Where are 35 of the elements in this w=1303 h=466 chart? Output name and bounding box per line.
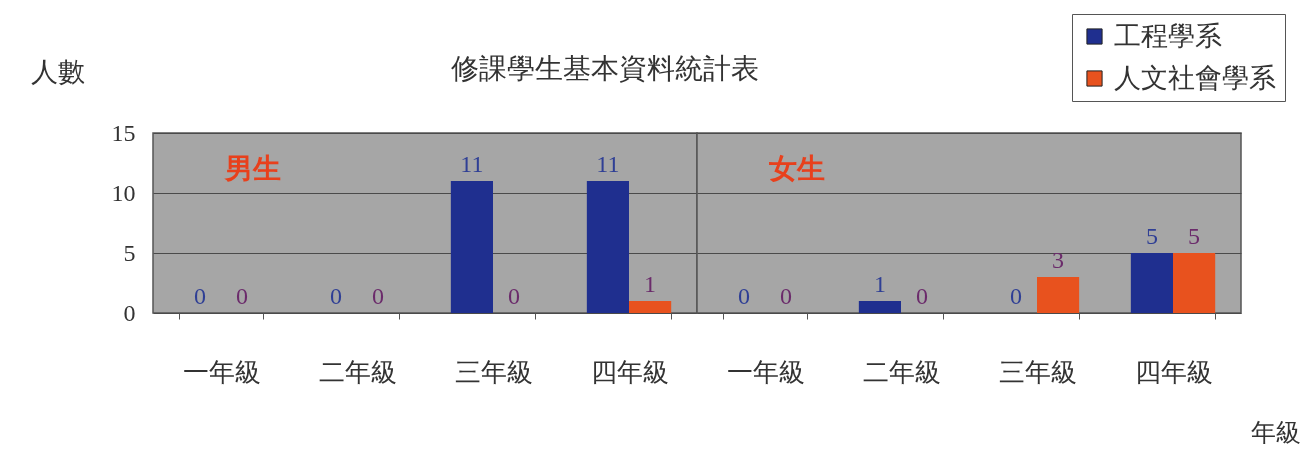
data-label: 3 bbox=[1052, 247, 1065, 273]
x-tick-label: 四年級 bbox=[1134, 357, 1213, 387]
data-label: 1 bbox=[873, 271, 886, 297]
data-label: 0 bbox=[372, 283, 385, 309]
x-axis-title: 年級 bbox=[1250, 418, 1301, 446]
data-label: 1 bbox=[644, 271, 657, 297]
data-label: 11 bbox=[596, 151, 620, 177]
y-tick-label: 15 bbox=[111, 119, 136, 146]
data-label: 0 bbox=[236, 283, 249, 309]
annotation: 男生 bbox=[224, 153, 281, 184]
data-label: 0 bbox=[508, 283, 521, 309]
y-axis-title: 人數 bbox=[30, 56, 85, 87]
data-label: 0 bbox=[329, 283, 342, 309]
y-tick-label: 0 bbox=[123, 299, 136, 326]
x-tick-label: 三年級 bbox=[454, 357, 533, 387]
x-tick-label: 四年級 bbox=[590, 357, 669, 387]
data-label: 0 bbox=[780, 283, 793, 309]
x-tick-label: 三年級 bbox=[998, 357, 1077, 387]
x-tick-label: 二年級 bbox=[862, 357, 941, 387]
data-label: 0 bbox=[737, 283, 750, 309]
chart-title: 修課學生基本資料統計表 bbox=[451, 52, 759, 84]
data-label: 0 bbox=[193, 283, 206, 309]
data-label: 0 bbox=[916, 283, 929, 309]
data-label: 5 bbox=[1188, 223, 1201, 249]
annotation: 女生 bbox=[768, 153, 825, 184]
y-tick-label: 10 bbox=[111, 179, 136, 206]
x-tick-label: 一年級 bbox=[182, 357, 261, 387]
data-label: 0 bbox=[1009, 283, 1022, 309]
legend-label: 工程學系 bbox=[1114, 20, 1222, 51]
legend-label: 人文社會學系 bbox=[1114, 62, 1276, 93]
data-label: 5 bbox=[1145, 223, 1158, 249]
data-label: 11 bbox=[460, 151, 484, 177]
x-tick-label: 二年級 bbox=[318, 357, 397, 387]
x-tick-label: 一年級 bbox=[726, 357, 805, 387]
y-tick-label: 5 bbox=[123, 239, 136, 266]
